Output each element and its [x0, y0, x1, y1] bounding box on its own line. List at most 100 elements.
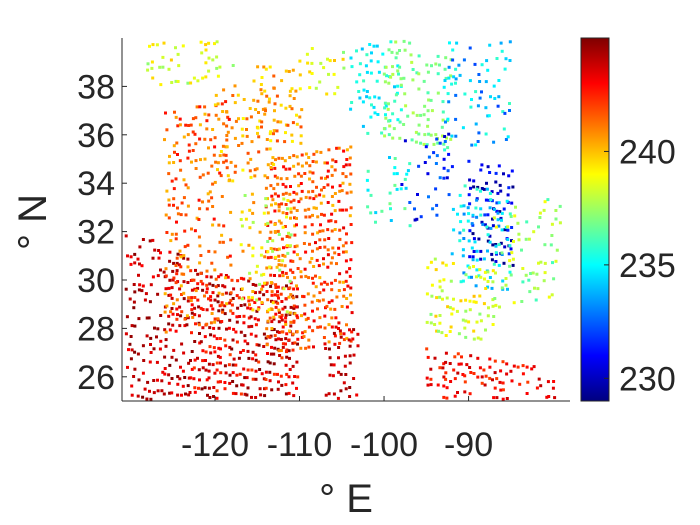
data-point [125, 315, 129, 319]
data-point [471, 223, 475, 227]
data-point [225, 110, 229, 114]
data-point [286, 123, 290, 127]
data-point [191, 130, 195, 134]
data-point [167, 314, 171, 318]
data-point [323, 245, 327, 249]
data-point [447, 76, 451, 80]
data-point [327, 72, 330, 76]
data-point [262, 377, 266, 381]
data-point [292, 97, 296, 100]
data-point [349, 258, 353, 262]
data-point [255, 264, 259, 268]
data-point [270, 161, 274, 165]
data-point [493, 207, 496, 211]
data-point [247, 243, 251, 247]
data-point [277, 219, 281, 223]
data-point [224, 276, 228, 280]
data-point [190, 331, 193, 335]
data-point [472, 185, 476, 189]
data-point [247, 356, 251, 360]
data-point [509, 215, 513, 218]
y-tick-label: 28 [77, 310, 115, 348]
data-point [524, 273, 528, 277]
data-point [335, 295, 339, 299]
data-point [497, 201, 501, 205]
data-point [330, 256, 334, 260]
data-point [272, 118, 276, 122]
data-point [276, 294, 280, 298]
data-point [219, 273, 223, 277]
data-point [193, 306, 197, 310]
data-point [163, 138, 166, 142]
data-point [425, 347, 429, 351]
data-point [174, 264, 178, 267]
data-point [173, 110, 176, 114]
data-point [252, 201, 256, 205]
data-point [254, 283, 258, 287]
data-point [426, 109, 430, 113]
data-point [177, 263, 181, 267]
data-point [215, 396, 219, 400]
data-point [281, 211, 285, 215]
data-point [205, 207, 209, 211]
data-point [213, 250, 217, 254]
data-point [498, 183, 502, 187]
data-point [299, 174, 303, 178]
data-point [314, 241, 317, 245]
data-point [336, 85, 340, 89]
data-point [344, 163, 348, 167]
data-point [435, 154, 439, 158]
data-point [392, 127, 396, 131]
x-tick-label: -110 [267, 426, 333, 464]
data-point [496, 211, 500, 215]
data-point [446, 146, 450, 150]
data-point [283, 140, 287, 144]
data-point [180, 272, 184, 276]
data-point [494, 251, 498, 255]
data-point [422, 113, 426, 117]
data-point [461, 248, 465, 252]
data-point [292, 250, 296, 254]
data-point [476, 185, 480, 189]
data-point [307, 276, 311, 280]
data-point [243, 392, 247, 396]
data-point [341, 208, 345, 212]
data-point [233, 84, 237, 88]
data-point [284, 392, 288, 396]
data-point [241, 168, 245, 172]
data-point [326, 201, 330, 204]
data-point [525, 220, 529, 224]
data-point [498, 380, 502, 384]
data-point [393, 99, 397, 103]
data-point [327, 237, 331, 240]
data-point [262, 272, 266, 276]
data-point [156, 274, 160, 278]
data-point [392, 172, 396, 176]
data-point [284, 191, 288, 195]
data-point [222, 224, 226, 228]
data-point [260, 125, 263, 129]
data-point [181, 369, 185, 373]
data-point [468, 79, 472, 83]
data-point [263, 112, 267, 116]
data-point [268, 65, 272, 69]
data-point [271, 156, 275, 160]
data-point [170, 377, 174, 380]
data-point [503, 67, 507, 71]
data-point [277, 209, 281, 213]
data-point [488, 234, 492, 238]
data-point [287, 349, 291, 353]
data-point [315, 247, 319, 251]
data-point [219, 361, 222, 365]
data-point [253, 317, 257, 321]
data-point [369, 71, 373, 75]
data-point [220, 320, 224, 323]
data-point [132, 306, 136, 310]
data-point [484, 80, 488, 84]
data-point [486, 68, 490, 72]
data-point [348, 267, 352, 271]
data-point [434, 314, 438, 318]
data-point [488, 376, 492, 380]
data-point [471, 255, 475, 259]
data-point [150, 60, 154, 64]
